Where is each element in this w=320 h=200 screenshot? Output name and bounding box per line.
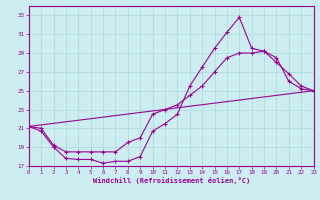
X-axis label: Windchill (Refroidissement éolien,°C): Windchill (Refroidissement éolien,°C) xyxy=(92,177,250,184)
